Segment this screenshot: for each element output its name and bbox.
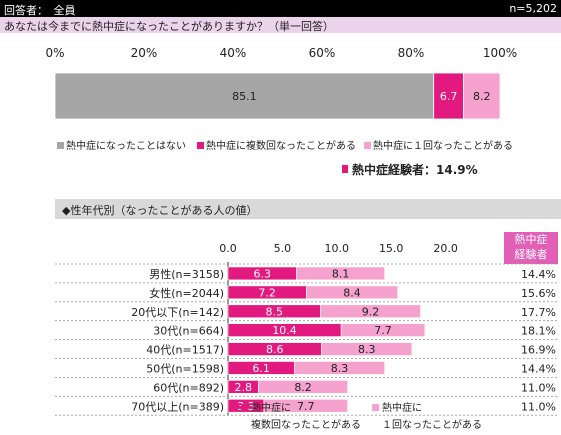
data-label: 8.2 bbox=[473, 90, 491, 103]
legend-label: 複数回なったことがある bbox=[251, 418, 361, 431]
x-tick-label: 80% bbox=[398, 46, 425, 60]
data-label: 7.2 bbox=[258, 286, 276, 299]
bar-segment bbox=[227, 380, 259, 394]
legend-swatch bbox=[197, 142, 204, 149]
legend-swatch bbox=[364, 142, 371, 149]
experienced-total: 15.6% bbox=[521, 287, 556, 300]
legend-label: 熱中症に bbox=[251, 401, 291, 414]
category-label: 20代以下(n=142) bbox=[131, 306, 224, 319]
summary-marker bbox=[342, 165, 348, 173]
x-tick-label: 0% bbox=[45, 46, 64, 60]
data-label: 8.3 bbox=[331, 362, 349, 375]
question-bar: あなたは今までに熱中症になったことがありますか？（単一回答） bbox=[0, 17, 561, 33]
legend-swatch bbox=[241, 404, 248, 411]
x-tick-label: 40% bbox=[220, 46, 247, 60]
category-label: 70代以上(n=389) bbox=[131, 400, 224, 413]
experience-summary: 熱中症経験者：14.9% bbox=[352, 162, 478, 177]
data-label: 8.3 bbox=[358, 343, 376, 356]
data-label: 8.5 bbox=[265, 305, 283, 318]
x-tick-label: 5.0 bbox=[274, 242, 292, 255]
experienced-total: 11.0% bbox=[521, 381, 556, 394]
bar-segment bbox=[321, 342, 413, 356]
data-label: 6.3 bbox=[254, 267, 272, 280]
experienced-total: 17.7% bbox=[521, 306, 556, 319]
respondent-label: 回答者： 全員 bbox=[4, 4, 76, 17]
data-label: 9.2 bbox=[362, 305, 380, 318]
experienced-header-line2: 経験者 bbox=[514, 248, 548, 261]
x-tick-label: 60% bbox=[309, 46, 336, 60]
x-tick-label: 20% bbox=[131, 46, 158, 60]
data-label: 2.8 bbox=[234, 381, 252, 394]
category-label: 男性(n=3158) bbox=[149, 267, 224, 281]
subsection-title-bar: ◆性年代別（なったことがある人の値） bbox=[55, 199, 561, 219]
experienced-total: 14.4% bbox=[521, 363, 556, 376]
bar-segment bbox=[296, 266, 385, 281]
category-label: 女性(n=2044) bbox=[149, 286, 224, 300]
data-label: 3.3 bbox=[237, 400, 255, 413]
legend-label: 熱中症になったことはない bbox=[66, 139, 186, 152]
data-label: 10.4 bbox=[272, 324, 297, 337]
data-label: 8.1 bbox=[332, 267, 350, 280]
experienced-header-line1: 熱中症 bbox=[514, 233, 548, 246]
data-label: 7.7 bbox=[374, 324, 392, 337]
data-label: 7.7 bbox=[297, 400, 315, 413]
x-tick-label: 100% bbox=[483, 46, 517, 60]
bar-segment bbox=[433, 72, 464, 120]
experienced-total: 18.1% bbox=[521, 325, 556, 338]
x-tick-label: 0.0 bbox=[219, 242, 237, 255]
bar-segment bbox=[340, 323, 426, 337]
bar-segment bbox=[54, 72, 435, 120]
subsection-title: ◆性年代別（なったことがある人の値） bbox=[62, 204, 258, 217]
legend-label: 熱中症に bbox=[382, 401, 422, 414]
data-label: 8.6 bbox=[266, 343, 284, 356]
overall-stacked-bar-chart: 0% 20% 40% 60% 80% 100% 85.1 6.7 8.2 熱中症になったことはない… bbox=[45, 46, 517, 177]
legend-label: １回なったことがある bbox=[382, 418, 482, 431]
experienced-total: 14.4% bbox=[521, 268, 556, 281]
bar-segment bbox=[258, 380, 348, 394]
category-label: 30代(n=664) bbox=[153, 325, 224, 338]
bar-segment bbox=[463, 72, 501, 120]
bar-segment bbox=[227, 304, 321, 318]
respondent-header: 回答者： 全員 n=5,202 bbox=[0, 0, 561, 17]
x-tick-label: 15.0 bbox=[379, 242, 404, 255]
bar-segment bbox=[227, 266, 297, 281]
category-label: 40代(n=1517) bbox=[146, 344, 224, 357]
experienced-column-header: 熱中症 経験者 bbox=[504, 232, 558, 264]
bar-segment bbox=[227, 323, 342, 337]
data-label: 6.1 bbox=[252, 362, 270, 375]
bar-segment bbox=[227, 398, 265, 413]
bar-segment bbox=[227, 285, 307, 300]
bar-segment bbox=[263, 398, 348, 413]
category-label: 60代(n=892) bbox=[153, 381, 224, 394]
question-text: あなたは今までに熱中症になったことがありますか？（単一回答） bbox=[4, 20, 334, 33]
bar-segment bbox=[227, 342, 322, 356]
category-label: 50代(n=1598) bbox=[146, 363, 224, 376]
experienced-total: 11.0% bbox=[521, 400, 556, 413]
legend-swatch bbox=[57, 142, 64, 149]
data-label: 85.1 bbox=[232, 90, 257, 103]
legend-swatch bbox=[372, 404, 379, 411]
bar-segment bbox=[306, 285, 399, 300]
experienced-total: 16.9% bbox=[521, 344, 556, 357]
data-label: 8.4 bbox=[343, 286, 361, 299]
sample-size: n=5,202 bbox=[509, 2, 557, 15]
legend-label: 熱中症に複数回なったことがある bbox=[206, 139, 356, 152]
legend-label: 熱中症に１回なったことがある bbox=[373, 139, 513, 152]
bar-segment bbox=[320, 304, 421, 318]
bar-segment bbox=[294, 361, 385, 375]
bar-segment bbox=[227, 361, 295, 375]
x-tick-label: 10.0 bbox=[325, 242, 350, 255]
data-label: 8.2 bbox=[294, 381, 312, 394]
x-tick-label: 20.0 bbox=[433, 242, 458, 255]
data-label: 6.7 bbox=[440, 90, 458, 103]
